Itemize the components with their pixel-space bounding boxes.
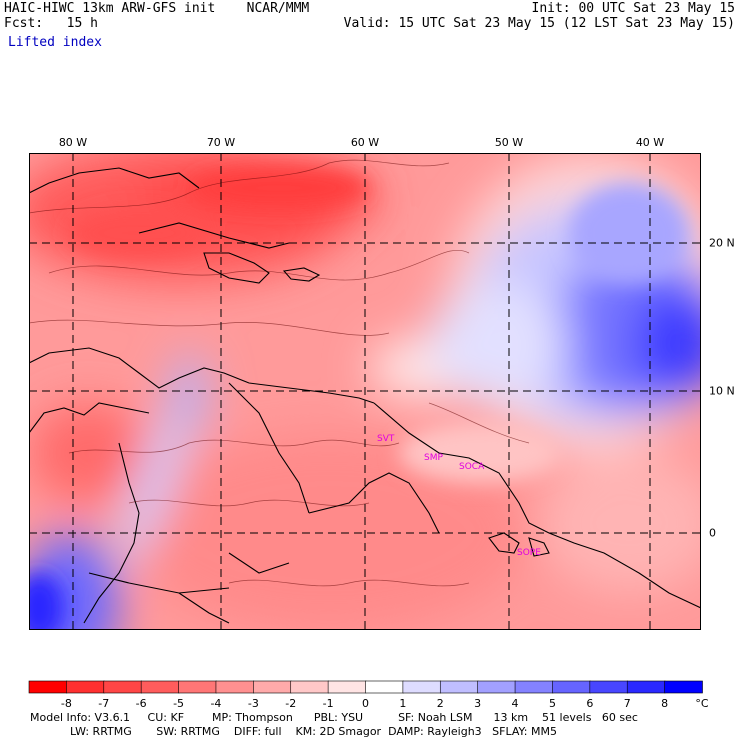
lifted-index-map: SVT SMP SOCA SOPE — [29, 153, 701, 630]
colorbar-tick-label: 6 — [586, 697, 594, 710]
colorbar-swatch — [66, 680, 105, 694]
colorbar-swatch — [290, 680, 329, 694]
colorbar-tick-label: -6 — [135, 697, 147, 710]
colorbar-tick-label: 3 — [474, 697, 482, 710]
colorbar-tick-label: -7 — [98, 697, 110, 710]
colorbar-swatch — [626, 680, 666, 694]
colorbar-swatch — [365, 680, 404, 694]
colorbar-swatch — [140, 680, 180, 694]
colorbar-tick-label: 2 — [436, 697, 444, 710]
colorbar-tick-label: -2 — [285, 697, 297, 710]
colorbar-tick-label: -1 — [322, 697, 334, 710]
station-svt: SVT — [377, 434, 395, 444]
lat-label-20n: 20 N — [709, 236, 735, 250]
colorbar-tick-label: 5 — [548, 697, 556, 710]
colorbar — [28, 680, 703, 694]
model-title: HAIC-HIWC 13km ARW-GFS init NCAR/MMM — [4, 1, 310, 16]
colorbar-tick-label: -8 — [60, 697, 72, 710]
coastlines — [29, 167, 701, 624]
colorbar-swatch — [327, 680, 367, 694]
colorbar-swatch — [514, 680, 554, 694]
station-smp: SMP — [424, 453, 443, 463]
colorbar-swatch — [589, 680, 629, 694]
colorbar-swatch — [215, 680, 255, 694]
lat-label-10n: 10 N — [709, 384, 735, 398]
colorbar-tick-label: 1 — [399, 697, 407, 710]
colorbar-swatch — [253, 680, 292, 694]
field-detail — [29, 168, 689, 630]
lon-label-60w: 60 W — [350, 136, 380, 149]
lat-lon-grid — [29, 153, 701, 630]
colorbar-tick-label: -4 — [210, 697, 222, 710]
lat-label-0: 0 — [709, 526, 716, 540]
colorbar-swatch — [664, 680, 703, 694]
colorbar-swatch — [552, 680, 591, 694]
colorbar-tick-label: -5 — [173, 697, 185, 710]
colorbar-swatch — [402, 680, 442, 694]
colorbar-swatch — [103, 680, 142, 694]
forecast-hour: Fcst: 15 h — [4, 16, 98, 31]
colorbar-tick-label: 0 — [362, 697, 369, 710]
map-frame — [29, 153, 701, 630]
colorbar-swatch — [477, 680, 516, 694]
lon-label-50w: 50 W — [494, 136, 524, 149]
lon-label-80w: 80 W — [58, 136, 88, 149]
station-sope: SOPE — [517, 548, 541, 558]
model-info-line1: Model Info: V3.6.1 CU: KF MP: Thompson P… — [30, 711, 638, 724]
map-canvas: SVT SMP SOCA SOPE — [29, 153, 701, 630]
lon-label-70w: 70 W — [206, 136, 236, 149]
colorbar-tick-label: 7 — [623, 697, 631, 710]
colorbar-swatch — [178, 680, 217, 694]
colorbar-tick-label: -3 — [247, 697, 259, 710]
colorbar-tick-label: 4 — [511, 697, 519, 710]
model-info-line2: LW: RRTMG SW: RRTMG DIFF: full KM: 2D Sm… — [70, 725, 557, 738]
colorbar-swatch — [28, 680, 68, 694]
lon-label-40w: 40 W — [635, 136, 665, 149]
field-name: Lifted index — [8, 35, 102, 50]
colorbar-swatch — [439, 680, 479, 694]
contour-lines — [29, 159, 530, 587]
colorbar-tick-label: 8 — [661, 697, 669, 710]
colorbar-unit: °C — [695, 697, 709, 710]
station-soca: SOCA — [459, 462, 485, 472]
init-time: Init: 00 UTC Sat 23 May 15 — [531, 1, 736, 16]
valid-time: Valid: 15 UTC Sat 23 May 15 (12 LST Sat … — [343, 16, 735, 31]
